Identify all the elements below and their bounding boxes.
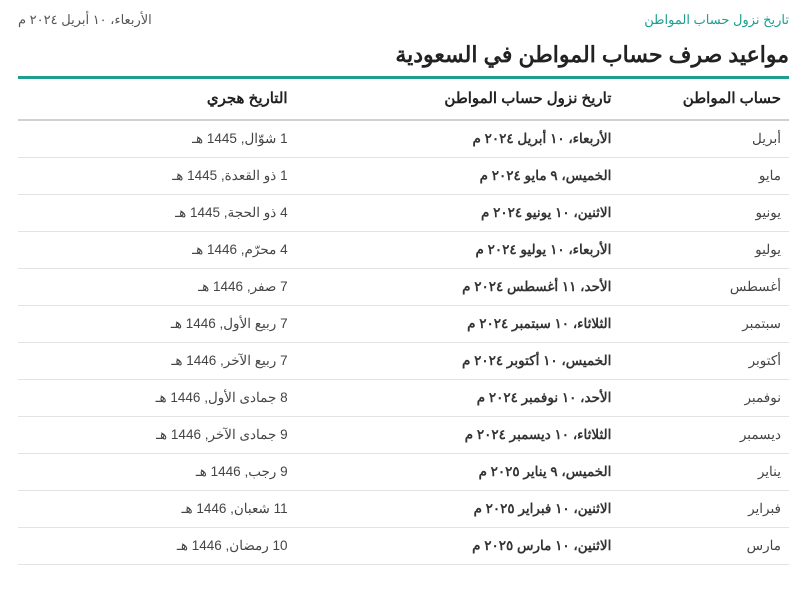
table-body: أبريلالأربعاء، ١٠ أبريل ٢٠٢٤ م1 شوّال, 1… [18,120,789,565]
table-row: أبريلالأربعاء، ١٠ أبريل ٢٠٢٤ م1 شوّال, 1… [18,120,789,158]
cell-month: نوفمبر [619,380,789,417]
cell-gregorian-date: الأحد، ١١ أغسطس ٢٠٢٤ م [296,269,620,306]
table-row: ينايرالخميس، ٩ يناير ٢٠٢٥ م9 رجب, 1446 ه… [18,454,789,491]
cell-month: ديسمبر [619,417,789,454]
cell-hijri-date: 11 شعبان, 1446 هـ [18,491,296,528]
table-row: سبتمبرالثلاثاء، ١٠ سبتمبر ٢٠٢٤ م7 ربيع ا… [18,306,789,343]
cell-hijri-date: 9 جمادى الآخر, 1446 هـ [18,417,296,454]
table-row: أغسطسالأحد، ١١ أغسطس ٢٠٢٤ م7 صفر, 1446 ه… [18,269,789,306]
table-row: نوفمبرالأحد، ١٠ نوفمبر ٢٠٢٤ م8 جمادى الأ… [18,380,789,417]
current-date: الأربعاء، ١٠ أبريل ٢٠٢٤ م [18,12,152,28]
page-title: مواعيد صرف حساب المواطن في السعودية [18,42,789,68]
cell-month: أبريل [619,120,789,158]
cell-hijri-date: 8 جمادى الأول, 1446 هـ [18,380,296,417]
col-header-hijri: التاريخ هجري [18,79,296,120]
cell-gregorian-date: الاثنين، ١٠ يونيو ٢٠٢٤ م [296,195,620,232]
cell-gregorian-date: الثلاثاء، ١٠ ديسمبر ٢٠٢٤ م [296,417,620,454]
cell-month: يوليو [619,232,789,269]
cell-gregorian-date: الأربعاء، ١٠ يوليو ٢٠٢٤ م [296,232,620,269]
table-row: مارسالاثنين، ١٠ مارس ٢٠٢٥ م10 رمضان, 144… [18,528,789,565]
cell-gregorian-date: الخميس، ٩ يناير ٢٠٢٥ م [296,454,620,491]
cell-gregorian-date: الخميس، ٩ مايو ٢٠٢٤ م [296,158,620,195]
table-row: مايوالخميس، ٩ مايو ٢٠٢٤ م1 ذو القعدة, 14… [18,158,789,195]
cell-hijri-date: 4 محرّم, 1446 هـ [18,232,296,269]
cell-gregorian-date: الأحد، ١٠ نوفمبر ٢٠٢٤ م [296,380,620,417]
top-bar: تاريخ نزول حساب المواطن الأربعاء، ١٠ أبر… [18,12,789,28]
table-row: فبرايرالاثنين، ١٠ فبراير ٢٠٢٥ م11 شعبان,… [18,491,789,528]
table-row: أكتوبرالخميس، ١٠ أكتوبر ٢٠٢٤ م7 ربيع الآ… [18,343,789,380]
cell-gregorian-date: الأربعاء، ١٠ أبريل ٢٠٢٤ م [296,120,620,158]
table-row: يوليوالأربعاء، ١٠ يوليو ٢٠٢٤ م4 محرّم, 1… [18,232,789,269]
cell-gregorian-date: الاثنين، ١٠ مارس ٢٠٢٥ م [296,528,620,565]
table-header-row: حساب المواطن تاريخ نزول حساب المواطن الت… [18,79,789,120]
col-header-date: تاريخ نزول حساب المواطن [296,79,620,120]
cell-hijri-date: 1 ذو القعدة, 1445 هـ [18,158,296,195]
cell-hijri-date: 7 صفر, 1446 هـ [18,269,296,306]
cell-hijri-date: 7 ربيع الأول, 1446 هـ [18,306,296,343]
cell-month: سبتمبر [619,306,789,343]
table-row: يونيوالاثنين، ١٠ يونيو ٢٠٢٤ م4 ذو الحجة,… [18,195,789,232]
cell-month: يونيو [619,195,789,232]
cell-hijri-date: 1 شوّال, 1445 هـ [18,120,296,158]
cell-month: أغسطس [619,269,789,306]
table-row: ديسمبرالثلاثاء، ١٠ ديسمبر ٢٠٢٤ م9 جمادى … [18,417,789,454]
cell-hijri-date: 7 ربيع الآخر, 1446 هـ [18,343,296,380]
cell-month: أكتوبر [619,343,789,380]
cell-hijri-date: 10 رمضان, 1446 هـ [18,528,296,565]
cell-gregorian-date: الاثنين، ١٠ فبراير ٢٠٢٥ م [296,491,620,528]
cell-gregorian-date: الثلاثاء، ١٠ سبتمبر ٢٠٢٤ م [296,306,620,343]
cell-gregorian-date: الخميس، ١٠ أكتوبر ٢٠٢٤ م [296,343,620,380]
cell-month: فبراير [619,491,789,528]
cell-hijri-date: 9 رجب, 1446 هـ [18,454,296,491]
col-header-month: حساب المواطن [619,79,789,120]
cell-hijri-date: 4 ذو الحجة, 1445 هـ [18,195,296,232]
cell-month: مارس [619,528,789,565]
cell-month: مايو [619,158,789,195]
page-category-link[interactable]: تاريخ نزول حساب المواطن [644,12,789,28]
payment-schedule-table: حساب المواطن تاريخ نزول حساب المواطن الت… [18,79,789,565]
cell-month: يناير [619,454,789,491]
